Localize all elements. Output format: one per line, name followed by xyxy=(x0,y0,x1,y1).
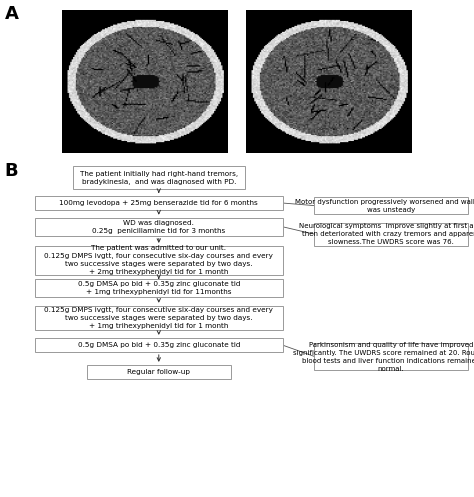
Text: 0.5g DMSA po bid + 0.35g zinc gluconate tid
+ 1mg trihexyphenidyl tid for 11mont: 0.5g DMSA po bid + 0.35g zinc gluconate … xyxy=(78,281,240,295)
Text: The patient was admitted to our unit.
0.125g DMPS ivgtt, four consecutive six-da: The patient was admitted to our unit. 0.… xyxy=(45,246,273,275)
FancyBboxPatch shape xyxy=(35,279,283,297)
FancyBboxPatch shape xyxy=(314,343,468,370)
Text: WD was diagnosed.
0.25g  penicillamine tid for 3 months: WD was diagnosed. 0.25g penicillamine ti… xyxy=(92,220,226,234)
Text: 0.125g DMPS ivgtt, four consecutive six-day courses and every
two successive sta: 0.125g DMPS ivgtt, four consecutive six-… xyxy=(45,307,273,329)
Text: The patient initially had right-hand tremors,
bradykinesia,  and was diagnosed w: The patient initially had right-hand tre… xyxy=(80,170,238,184)
Text: B: B xyxy=(5,163,18,180)
Text: Neurological symptoms  improve slightly at first and
then deteriorated with craz: Neurological symptoms improve slightly a… xyxy=(299,224,474,246)
FancyBboxPatch shape xyxy=(35,338,283,352)
Text: A: A xyxy=(5,5,18,23)
FancyBboxPatch shape xyxy=(73,166,245,189)
Text: 100mg levodopa + 25mg benserazide tid for 6 months: 100mg levodopa + 25mg benserazide tid fo… xyxy=(59,200,258,206)
FancyBboxPatch shape xyxy=(35,306,283,330)
Text: Parkinsonism and quality of life have improved
significantly. The UWDRS score re: Parkinsonism and quality of life have im… xyxy=(293,342,474,372)
Text: Motor dysfunction progressively worsened and walking
was unsteady: Motor dysfunction progressively worsened… xyxy=(295,199,474,213)
Text: Regular follow-up: Regular follow-up xyxy=(128,369,190,375)
FancyBboxPatch shape xyxy=(35,218,283,236)
FancyBboxPatch shape xyxy=(314,223,468,246)
FancyBboxPatch shape xyxy=(314,197,468,215)
FancyBboxPatch shape xyxy=(35,196,283,210)
Text: 0.5g DMSA po bid + 0.35g zinc gluconate tid: 0.5g DMSA po bid + 0.35g zinc gluconate … xyxy=(78,342,240,348)
FancyBboxPatch shape xyxy=(87,365,231,379)
FancyBboxPatch shape xyxy=(35,246,283,275)
